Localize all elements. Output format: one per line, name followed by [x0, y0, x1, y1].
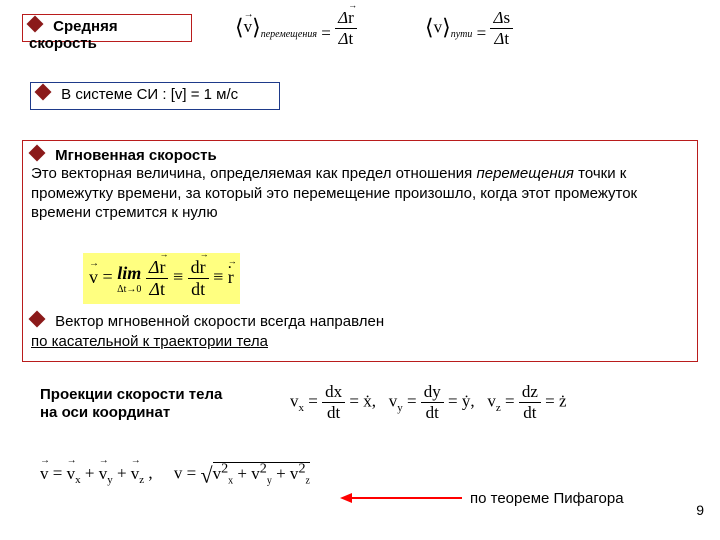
avg-speed-formula-1: ⟨v→⟩перемещения = Δr→Δt: [235, 8, 357, 49]
page-number: 9: [696, 502, 704, 518]
inst-line3: по касательной к траектории тела: [31, 333, 268, 350]
si-box: В системе СИ : [v] = 1 м/с: [30, 82, 280, 110]
si-text: В системе СИ : [v] = 1 м/с: [61, 86, 238, 103]
diamond-icon: [29, 311, 46, 328]
diamond-icon: [27, 16, 44, 33]
inst-title-row: Мгновенная скорость: [31, 147, 689, 164]
limit-formula: v→ = lim Δt→0 Δr→Δt ≡ dr→dt ≡ r→̇: [83, 253, 240, 304]
inst-body: Это векторная величина, определяемая как…: [31, 164, 689, 223]
diamond-icon: [29, 145, 46, 162]
inst-line2: Вектор мгновенной скорости всегда направ…: [55, 313, 384, 330]
arrow-line: [352, 497, 462, 499]
arrow-left-icon: [340, 493, 352, 503]
projections-title: Проекции скорости тела на оси координат: [40, 386, 222, 422]
inst-line2-row: Вектор мгновенной скорости всегда направ…: [31, 313, 384, 330]
diamond-icon: [35, 84, 52, 101]
vector-sum-formula: v→ = v→x + v→y + v→z , v = √v2x + v2y + …: [40, 460, 310, 489]
pythagoras-label: по теореме Пифагора: [470, 490, 624, 507]
avg-speed-box: Средняя скорость: [22, 14, 192, 42]
inst-title: Мгновенная скорость: [55, 147, 217, 164]
instant-speed-box: Мгновенная скорость Это векторная величи…: [22, 140, 698, 362]
avg-speed-formula-2: ⟨v⟩пути = ΔsΔt: [425, 8, 513, 49]
projections-formula: vx = dxdt = ẋ, vy = dydt = ẏ, vz = dzdt …: [290, 382, 567, 423]
